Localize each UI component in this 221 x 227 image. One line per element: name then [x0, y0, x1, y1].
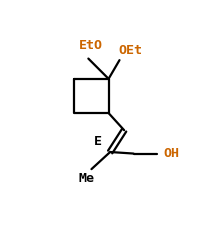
Text: OEt: OEt [118, 44, 142, 57]
Text: OH: OH [163, 147, 179, 160]
Text: EtO: EtO [79, 39, 103, 52]
Text: Me: Me [79, 172, 95, 185]
Text: E: E [94, 135, 102, 148]
